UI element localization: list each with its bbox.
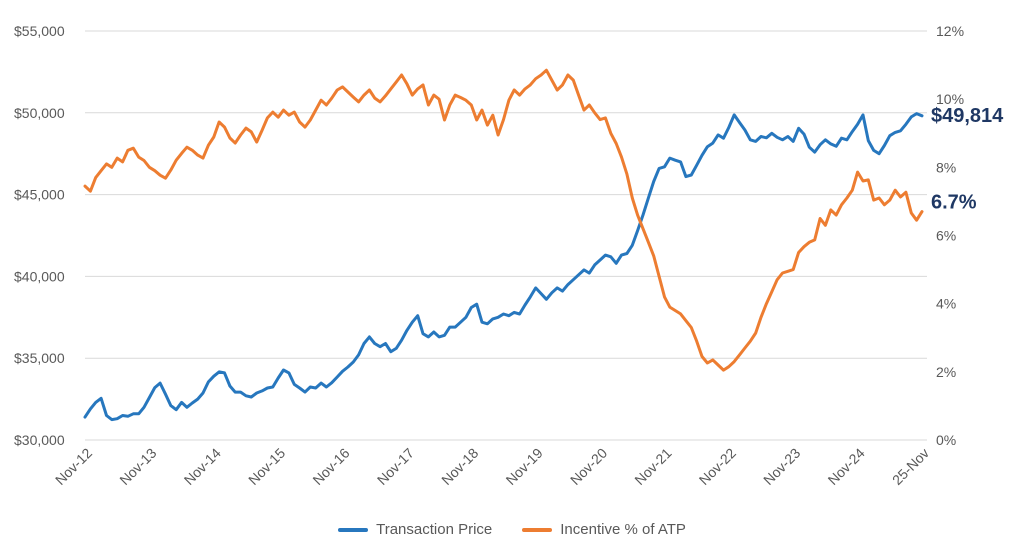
y-axis-label-right: 10% <box>936 91 964 107</box>
y-axis-label-left: $30,000 <box>14 432 65 448</box>
y-axis-label-left: $40,000 <box>14 268 65 284</box>
y-axis-label-left: $50,000 <box>14 105 65 121</box>
transaction-price-swatch <box>338 527 369 532</box>
end-value-annotation: $49,814 <box>931 105 1004 127</box>
x-axis-label: Nov-14 <box>181 445 224 488</box>
legend-label-transaction-price: Transaction Price <box>376 521 493 538</box>
x-axis-label: Nov-16 <box>309 445 352 488</box>
legend-item-incentive: Incentive % of ATP <box>522 521 686 538</box>
y-axis-label-left: $35,000 <box>14 350 65 366</box>
end-value-annotation: 6.7% <box>931 192 977 214</box>
transaction-price-line <box>83 112 924 422</box>
legend-label-incentive: Incentive % of ATP <box>560 521 686 538</box>
x-axis-label: Nov-24 <box>825 445 868 488</box>
x-axis-label: 25-Nov <box>889 445 932 488</box>
x-axis-label: Nov-15 <box>245 445 288 488</box>
x-axis-label: Nov-13 <box>116 445 159 488</box>
y-axis-label-left: $45,000 <box>14 187 65 203</box>
x-axis-label: Nov-22 <box>696 445 739 488</box>
x-axis-label: Nov-21 <box>631 445 674 488</box>
x-axis-label: Nov-17 <box>374 445 417 488</box>
x-axis-label: Nov-18 <box>438 445 481 488</box>
y-axis-label-right: 12% <box>936 23 964 39</box>
chart-legend: Transaction Price Incentive % of ATP <box>0 521 1024 538</box>
x-axis-label: Nov-12 <box>52 445 95 488</box>
x-axis-label: Nov-19 <box>503 445 546 488</box>
legend-item-transaction-price: Transaction Price <box>338 521 492 538</box>
y-axis-label-right: 8% <box>936 159 956 175</box>
y-axis-label-right: 2% <box>936 364 956 380</box>
y-axis-label-left: $55,000 <box>14 23 65 39</box>
incentive-swatch <box>522 527 553 532</box>
incentive-line <box>83 68 924 372</box>
y-axis-label-right: 6% <box>936 228 956 244</box>
x-axis-label: Nov-23 <box>760 445 803 488</box>
y-axis-label-right: 4% <box>936 296 956 312</box>
x-axis-label: Nov-20 <box>567 445 610 488</box>
y-axis-label-right: 0% <box>936 432 956 448</box>
